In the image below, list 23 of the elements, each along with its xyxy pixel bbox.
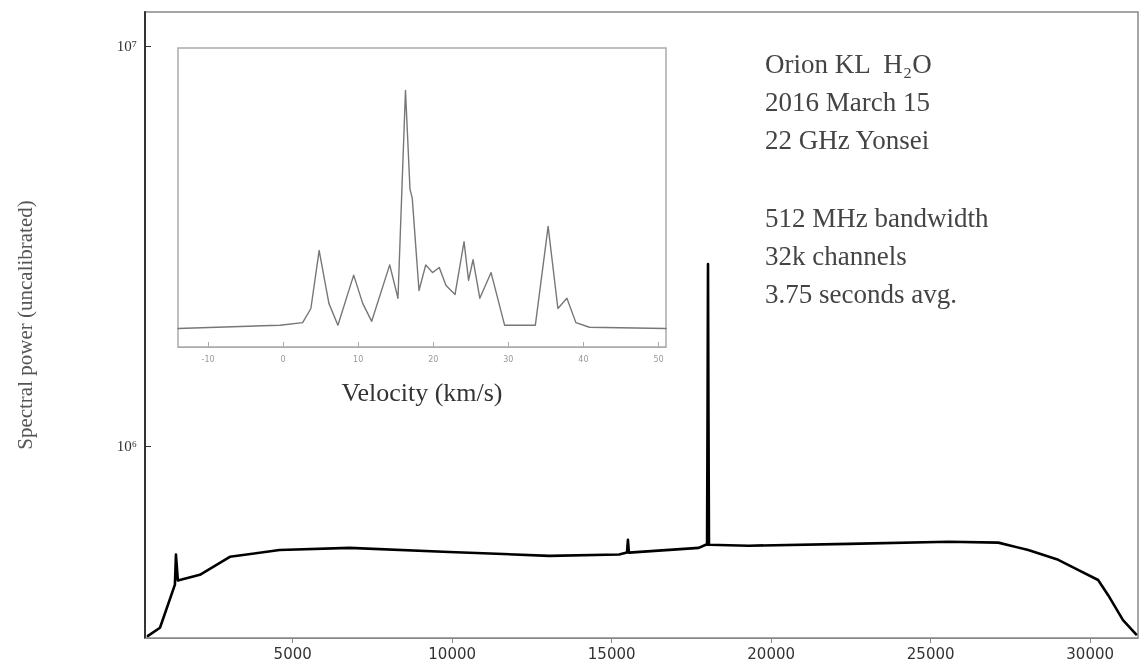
annotation: Orion KL H₂O <box>765 48 932 79</box>
annotation: 2016 March 15 <box>765 86 930 117</box>
x-tick-label: 20000 <box>747 644 796 663</box>
y-tick-label: 10⁷ <box>116 38 137 55</box>
x-tick-label: 15000 <box>587 644 636 663</box>
x-tick-label: 0 <box>280 354 286 364</box>
x-tick-label: -10 <box>201 354 215 364</box>
x-axis-title: Velocity (km/s) <box>341 377 503 407</box>
x-tick-label: 25000 <box>906 644 955 663</box>
x-tick-label: 10 <box>353 354 364 364</box>
annotation: 512 MHz bandwidth <box>765 202 989 233</box>
annotation: 3.75 seconds avg. <box>765 278 957 309</box>
y-tick-label: 10⁶ <box>116 437 137 454</box>
x-tick-label: 30 <box>503 354 514 364</box>
x-tick-label: 40 <box>578 354 589 364</box>
x-tick-label: 30000 <box>1066 644 1115 663</box>
annotation: 32k channels <box>765 240 907 271</box>
y-axis-title: Spectral power (uncalibrated) <box>12 200 37 450</box>
x-tick-label: 20 <box>428 354 439 364</box>
annotation: 22 GHz Yonsei <box>765 124 930 155</box>
x-tick-label: 50 <box>653 354 664 364</box>
x-tick-label: 5000 <box>273 644 312 663</box>
x-tick-label: 10000 <box>428 644 477 663</box>
